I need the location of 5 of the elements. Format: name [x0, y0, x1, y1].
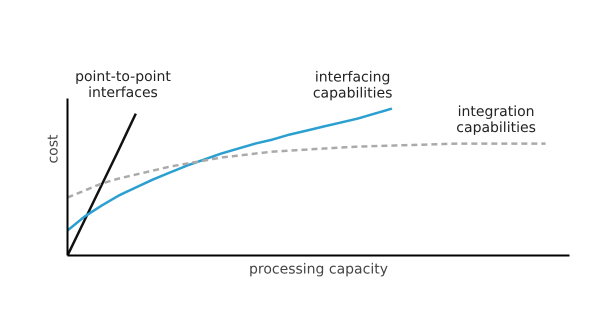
text: point-to-point interfaces [75, 69, 172, 102]
x-axis-title: processing capacity [249, 262, 388, 278]
y-axis-title: cost [46, 134, 62, 164]
series-label: interfacing capabilities [312, 69, 392, 102]
series-label: integration capabilities [456, 104, 536, 136]
